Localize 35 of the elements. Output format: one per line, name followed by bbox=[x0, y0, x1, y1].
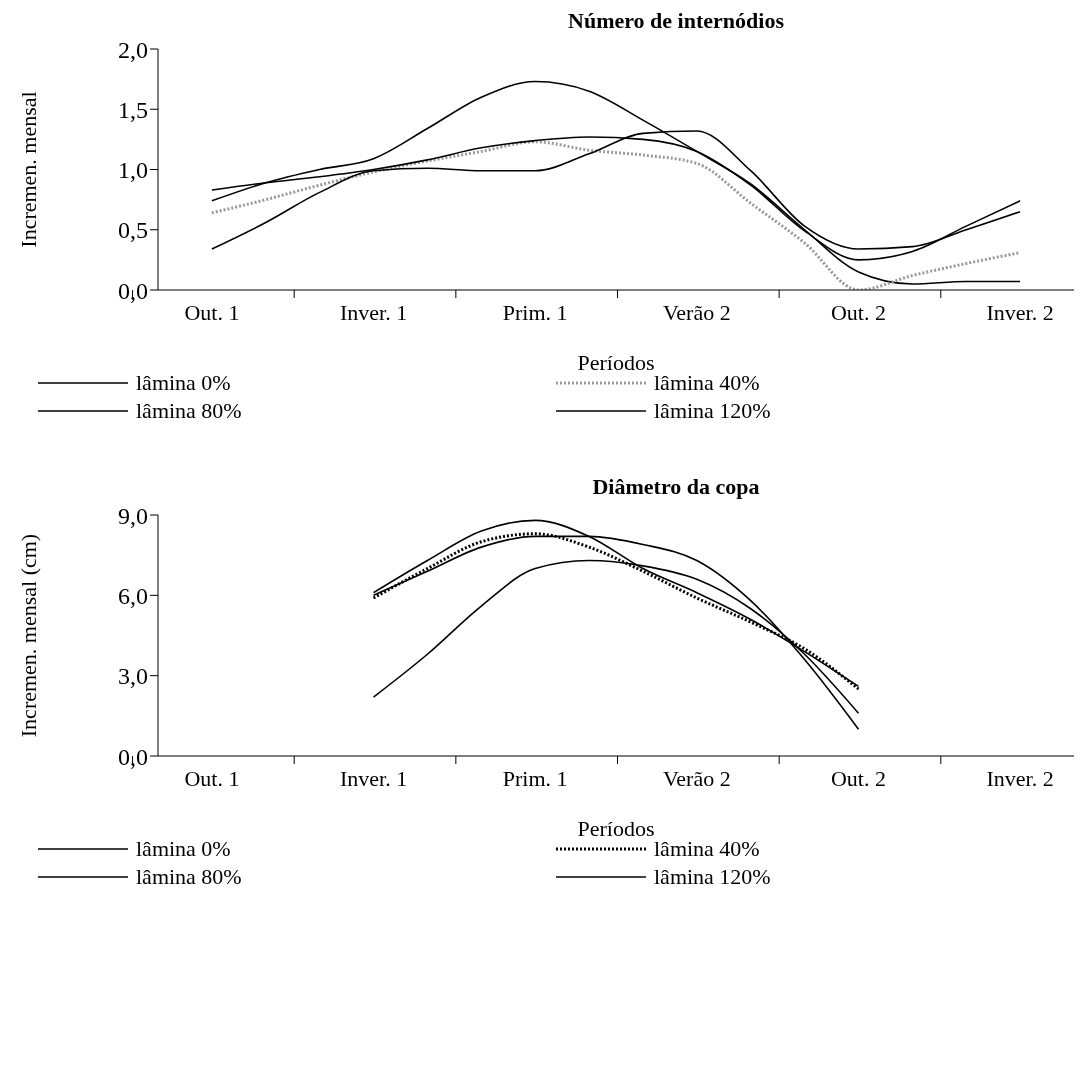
y-tick-label: 3,0 bbox=[118, 663, 148, 690]
legend-label: lâmina 120% bbox=[654, 398, 771, 424]
y-axis-title: Incremen. mensal (cm) bbox=[15, 533, 41, 738]
legend-label: lâmina 0% bbox=[136, 370, 231, 396]
y-tick-label: 0,5 bbox=[118, 217, 148, 244]
y-tick-label: 1,5 bbox=[118, 96, 148, 123]
legend-label: lâmina 0% bbox=[136, 836, 231, 862]
y-tick-label: 0,0 bbox=[118, 743, 148, 770]
legend-label: lâmina 40% bbox=[654, 370, 760, 396]
legend-label: lâmina 120% bbox=[654, 864, 771, 890]
chart-title: Diâmetro da copa bbox=[591, 474, 761, 500]
y-tick-label: 1,0 bbox=[118, 157, 148, 184]
x-tick-label: Out. 2 bbox=[830, 300, 886, 325]
x-tick-label: Prim. 1 bbox=[502, 766, 568, 791]
x-tick-label: Inver. 1 bbox=[339, 766, 408, 791]
x-tick-label: Verão 2 bbox=[662, 300, 731, 325]
x-axis-title: Períodos bbox=[577, 816, 655, 841]
x-tick-label: Out. 2 bbox=[830, 766, 886, 791]
y-tick-label: 2,0 bbox=[118, 36, 148, 63]
legend-label: lâmina 80% bbox=[136, 398, 242, 424]
x-axis-title: Períodos bbox=[577, 350, 655, 375]
y-tick-label: 0,0 bbox=[118, 277, 148, 304]
x-tick-label: Out. 1 bbox=[184, 766, 240, 791]
x-tick-label: Verão 2 bbox=[662, 766, 731, 791]
legend-label: lâmina 80% bbox=[136, 864, 242, 890]
chart-title: Número de internódios bbox=[567, 8, 785, 34]
x-tick-label: Inver. 2 bbox=[986, 300, 1054, 325]
y-tick-label: 9,0 bbox=[118, 502, 148, 529]
x-tick-label: Inver. 1 bbox=[339, 300, 408, 325]
x-tick-label: Out. 1 bbox=[184, 300, 240, 325]
legend-label: lâmina 40% bbox=[654, 836, 760, 862]
x-tick-label: Inver. 2 bbox=[986, 766, 1054, 791]
x-tick-label: Prim. 1 bbox=[502, 300, 568, 325]
y-axis-title: Incremen. mensal bbox=[15, 91, 41, 248]
y-tick-label: 6,0 bbox=[118, 582, 148, 609]
